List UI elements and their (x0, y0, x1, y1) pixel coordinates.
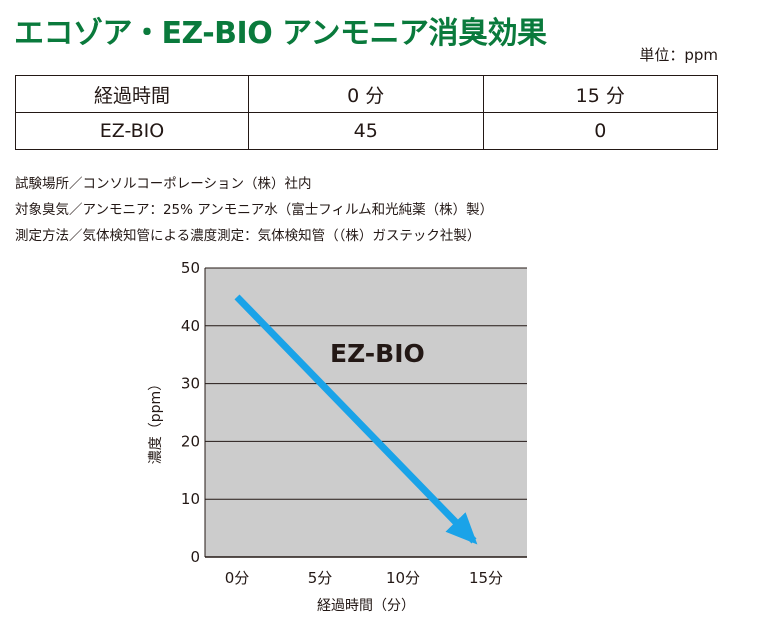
x-axis: 0分 5分 10分 15分 (225, 569, 503, 587)
series-arrow-ez-bio (234, 294, 478, 545)
note-target-odor: 対象臭気／アンモニア：25% アンモニア水（富士フィルム和光純薬（株）製） (15, 202, 494, 218)
x-tick-label: 0分 (225, 569, 250, 587)
y-axis: 0 10 20 30 40 50 (181, 259, 200, 566)
series-label: EZ-BIO (330, 339, 425, 368)
table-cell: 45 (248, 112, 484, 150)
note-test-location: 試験場所／コンソルコーポレーション（株）社内 (15, 176, 312, 192)
x-tick-label: 15分 (469, 569, 503, 587)
table-cell: 0 (482, 112, 718, 150)
y-tick-label: 40 (181, 317, 200, 335)
gridlines (204, 267, 527, 558)
x-axis-title: 経過時間（分） (317, 598, 415, 614)
y-axis-title: 濃度（ppm） (148, 377, 164, 464)
x-tick-label: 10分 (386, 569, 420, 587)
y-tick-label: 50 (181, 259, 200, 277)
y-tick-label: 30 (181, 375, 200, 393)
unit-note: 単位：ppm (639, 46, 718, 64)
x-tick-label: 5分 (308, 569, 333, 587)
page-title: エコゾア・EZ-BIO アンモニア消臭効果 (14, 16, 547, 51)
results-table: 経過時間 0 分 15 分 EZ-BIO 45 0 (15, 75, 718, 150)
y-tick-label: 0 (190, 548, 200, 566)
y-tick-label: 10 (181, 490, 200, 508)
table-header-cell: 0 分 (248, 75, 484, 113)
table-cell: EZ-BIO (15, 112, 249, 150)
y-tick-label: 20 (181, 432, 200, 450)
note-measurement-method: 測定方法／気体検知管による濃度測定：気体検知管（（株）ガステック社製） (15, 228, 481, 244)
table-row: EZ-BIO 45 0 (15, 112, 718, 150)
test-notes: 試験場所／コンソルコーポレーション（株）社内 対象臭気／アンモニア：25% アン… (15, 174, 493, 252)
